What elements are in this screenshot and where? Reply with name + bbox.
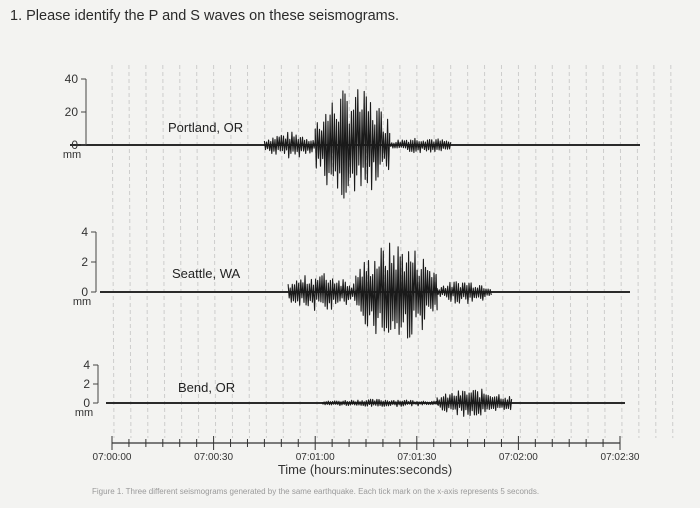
grid-line: [534, 64, 538, 439]
grid-line: [348, 64, 352, 439]
y-tick-label: 0: [81, 285, 88, 299]
grid-line: [636, 64, 640, 439]
y-unit-label: mm: [63, 149, 81, 161]
y-tick-label: 20: [65, 105, 79, 119]
y-tick-label: 40: [65, 72, 79, 86]
y-tick-label: 0: [83, 396, 90, 410]
grid-line: [602, 64, 606, 439]
grid-line: [653, 64, 657, 439]
grid-line: [619, 64, 623, 439]
y-unit-label: mm: [75, 407, 93, 419]
y-tick-label: 0: [71, 138, 78, 152]
x-axis-label: Time (hours:minutes:seconds): [277, 462, 453, 477]
grid-line: [399, 64, 403, 439]
grid-line: [111, 64, 115, 439]
x-axis: 07:00:00 07:00:30 07:01:00 07:01:30 07:02:00…: [93, 436, 640, 463]
grid-line: [230, 64, 234, 439]
grid-line: [196, 64, 200, 439]
station-label: Bend, OR: [178, 380, 235, 395]
seismogram-panel: 4 2 0mm Bend, OR: [75, 358, 625, 419]
question-text: 1. Please identify the P and S waves on …: [10, 8, 400, 24]
grid-line: [246, 64, 250, 439]
station-label: Seattle, WA: [172, 266, 240, 281]
y-tick-label: 4: [81, 225, 88, 239]
grid-line: [433, 64, 437, 439]
figure-caption: Figure 1. Three different seismograms ge…: [92, 487, 540, 496]
grid-line: [416, 64, 420, 439]
y-tick-label: 4: [83, 358, 90, 372]
station-label: Portland, OR: [168, 120, 243, 135]
grid-line: [213, 64, 217, 439]
grid-line: [263, 64, 267, 439]
grid-line: [280, 64, 284, 439]
x-tick-label: 07:00:30: [194, 452, 233, 463]
grid-line: [568, 64, 572, 439]
seismogram-panel: 4 2 0mm Seattle, WA: [73, 225, 630, 339]
grid-line: [145, 64, 149, 439]
grid-line: [517, 64, 521, 439]
grid-line: [585, 64, 589, 439]
grid-line: [500, 64, 504, 439]
x-tick-label: 07:02:30: [601, 452, 640, 463]
grid-line: [382, 64, 386, 439]
grid-line: [484, 64, 488, 439]
grid-lines: [111, 64, 674, 439]
x-tick-label: 07:01:30: [397, 452, 436, 463]
grid-line: [179, 64, 183, 439]
y-tick-label: 2: [81, 255, 88, 269]
grid-line: [331, 64, 335, 439]
y-tick-label: 2: [83, 377, 90, 391]
seismic-trace: [287, 242, 492, 339]
grid-line: [450, 64, 454, 439]
seismogram-panel: 40 20 0mm Portland, OR: [63, 72, 640, 199]
grid-line: [297, 64, 301, 439]
x-tick-label: 07:00:00: [93, 452, 132, 463]
grid-line: [670, 64, 674, 439]
seismic-trace: [263, 89, 452, 199]
grid-line: [467, 64, 471, 439]
x-tick-label: 07:02:00: [499, 452, 538, 463]
grid-line: [551, 64, 555, 439]
grid-line: [162, 64, 166, 439]
y-unit-label: mm: [73, 296, 91, 308]
grid-line: [128, 64, 132, 439]
grid-line: [365, 64, 369, 439]
x-tick-label: 07:01:00: [296, 452, 335, 463]
grid-line: [314, 64, 318, 439]
seismic-trace: [321, 388, 513, 417]
